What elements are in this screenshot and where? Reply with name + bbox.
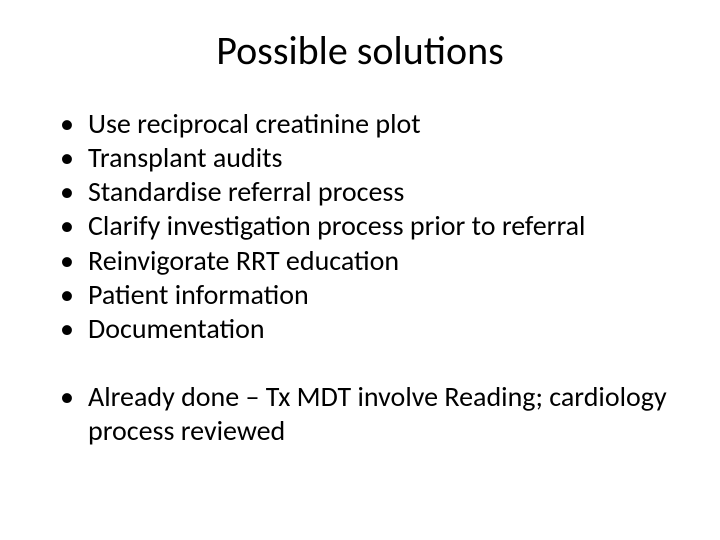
list-item: Documentation [60,312,672,346]
main-bullet-list: Use reciprocal creatinine plot Transplan… [48,107,672,346]
list-item: Use reciprocal creatinine plot [60,107,672,141]
secondary-bullet-list: Already done – Tx MDT involve Reading; c… [48,380,672,448]
list-item: Clarify investigation process prior to r… [60,209,672,243]
slide-title: Possible solutions [48,26,672,75]
list-item: Standardise referral process [60,175,672,209]
list-item: Reinvigorate RRT education [60,244,672,278]
list-item: Transplant audits [60,141,672,175]
list-item: Patient information [60,278,672,312]
list-item: Already done – Tx MDT involve Reading; c… [60,380,672,448]
slide-container: Possible solutions Use reciprocal creati… [0,0,720,540]
